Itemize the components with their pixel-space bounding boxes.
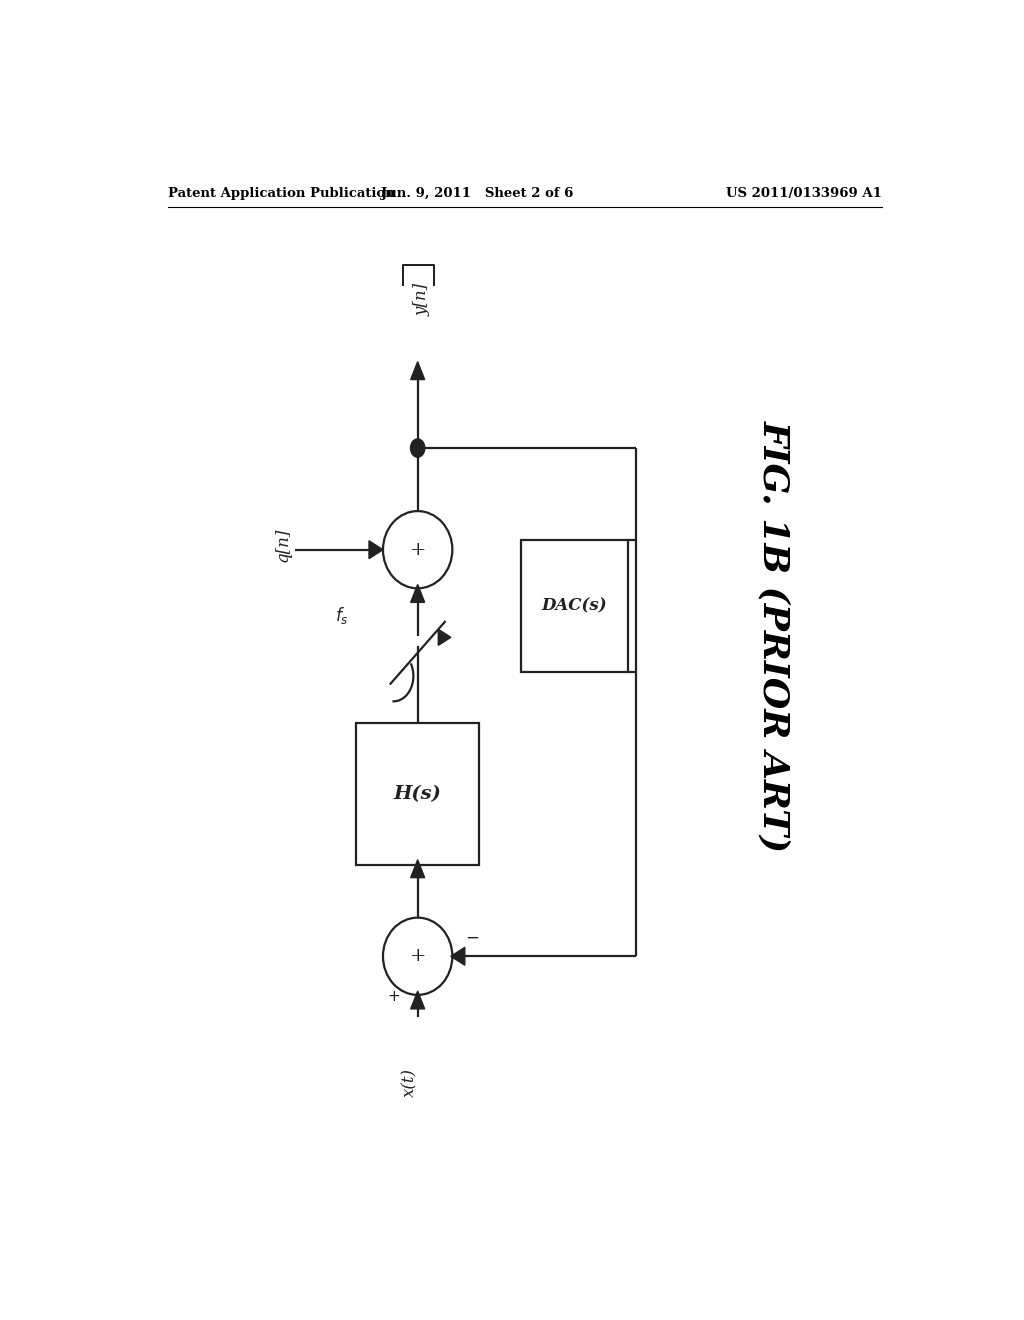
Ellipse shape <box>383 917 453 995</box>
Circle shape <box>411 440 425 457</box>
Text: +: + <box>387 990 400 1005</box>
Text: +: + <box>410 541 426 558</box>
Polygon shape <box>451 948 465 965</box>
Text: Jun. 9, 2011   Sheet 2 of 6: Jun. 9, 2011 Sheet 2 of 6 <box>381 187 573 201</box>
Bar <box>356 722 479 865</box>
Text: +: + <box>410 948 426 965</box>
Text: x(t): x(t) <box>401 1068 418 1097</box>
Polygon shape <box>369 541 383 558</box>
Text: DAC(s): DAC(s) <box>542 597 607 614</box>
Polygon shape <box>438 630 451 645</box>
Text: −: − <box>465 929 478 946</box>
Text: q[n]: q[n] <box>274 528 291 562</box>
Text: H(s): H(s) <box>393 784 441 803</box>
Bar <box>521 540 628 672</box>
Text: Patent Application Publication: Patent Application Publication <box>168 187 394 201</box>
Text: $f_s$: $f_s$ <box>336 606 349 626</box>
Polygon shape <box>411 859 425 878</box>
Polygon shape <box>411 585 425 602</box>
Text: FIG. 1B (PRIOR ART): FIG. 1B (PRIOR ART) <box>758 420 792 853</box>
Text: y[n]: y[n] <box>413 282 430 315</box>
Polygon shape <box>411 362 425 380</box>
Ellipse shape <box>383 511 453 589</box>
Polygon shape <box>411 991 425 1008</box>
Text: US 2011/0133969 A1: US 2011/0133969 A1 <box>726 187 882 201</box>
